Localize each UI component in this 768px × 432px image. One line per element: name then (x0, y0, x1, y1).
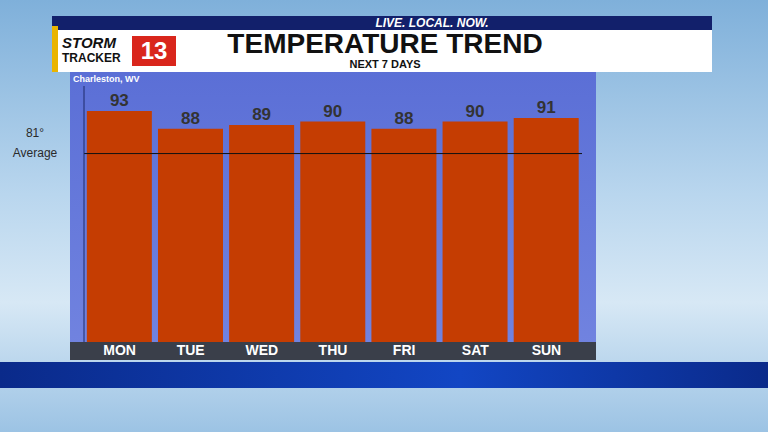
html-text:Charleston, WV: Charleston, WV (73, 74, 140, 84)
html-text:STORM: STORM (62, 34, 116, 51)
svg-text:MON: MON (103, 342, 136, 358)
svg-text:SAT: SAT (462, 342, 489, 358)
html-text:TEMPERATURE TREND: TEMPERATURE TREND (227, 28, 543, 59)
html-text:13: 13 (140, 37, 168, 64)
html-text:TRACKER: TRACKER (62, 51, 121, 65)
svg-text:90: 90 (323, 102, 342, 121)
html-text:Average: Average (12, 145, 58, 160)
svg-text:FRI: FRI (393, 342, 416, 358)
svg-text:THU: THU (319, 342, 348, 358)
html-text:81°: 81° (25, 125, 45, 140)
svg-text:89: 89 (252, 105, 271, 124)
html-text:NEXT 7 DAYS: NEXT 7 DAYS (349, 58, 421, 70)
svg-text:WED: WED (246, 342, 279, 358)
html-text:LIVE. LOCAL. NOW.: LIVE. LOCAL. NOW. (375, 16, 489, 30)
svg-text:SUN: SUN (532, 342, 562, 358)
svg-text:TUE: TUE (177, 342, 205, 358)
svg-text:91: 91 (537, 98, 556, 117)
svg-text:90: 90 (466, 102, 485, 121)
svg-text:93: 93 (110, 91, 129, 110)
svg-text:88: 88 (181, 109, 200, 128)
svg-text:88: 88 (394, 109, 413, 128)
